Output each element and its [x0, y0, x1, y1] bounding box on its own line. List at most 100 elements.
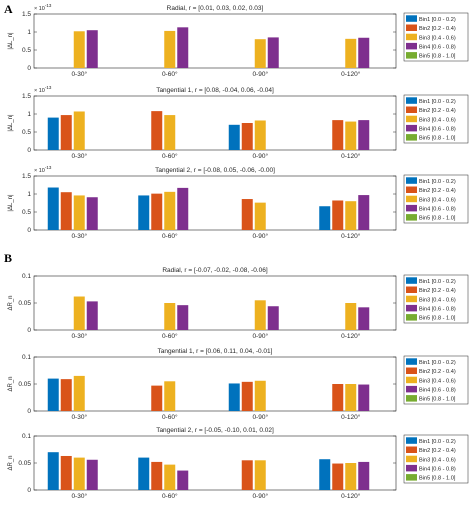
x-tick-label: 0-120°	[341, 70, 361, 78]
bar	[332, 384, 344, 411]
y-tick-label: 1.5	[22, 173, 31, 180]
bar	[254, 380, 266, 411]
x-tick-label: 0-30°	[71, 413, 87, 421]
bar	[319, 206, 331, 230]
axes-frame	[33, 13, 397, 69]
x-tick-label: 0-90°	[252, 492, 268, 500]
x-tick-label: 0-30°	[71, 332, 87, 340]
bar	[254, 120, 266, 150]
y-tick-label: 0.05	[18, 300, 31, 307]
legend-entry: Bin3 [0.4 - 0.6)	[419, 197, 456, 203]
legend-entry: Bin2 [0.2 - 0.4)	[419, 288, 456, 294]
y-tick-label: 0.05	[18, 381, 31, 388]
legend-entry: Bin5 [0.8 - 1.0]	[419, 136, 456, 142]
legend-swatch	[406, 464, 417, 472]
bar	[47, 117, 59, 150]
y-tick-label: 0	[27, 327, 31, 334]
bar	[345, 201, 357, 230]
bar	[254, 300, 266, 330]
y-tick-label: 0.05	[18, 460, 31, 467]
legend-swatch	[406, 395, 417, 402]
chart-title: Tangential 2, r = [-0.08, 0.05, -0.06, -…	[155, 167, 275, 174]
legend-entry: Bin1 [0.0 - 0.2)	[419, 279, 456, 285]
legend-swatch	[406, 277, 417, 284]
legend-entry: Bin5 [0.8 - 1.0]	[419, 316, 456, 322]
legend-entry: Bin1 [0.0 - 0.2)	[419, 360, 456, 366]
chart-3	[33, 274, 469, 331]
y-tick-label: 0	[27, 147, 31, 154]
bar	[332, 120, 344, 150]
legend-swatch	[406, 52, 417, 59]
chart-2	[33, 174, 469, 231]
legend-entry: Bin5 [0.8 - 1.0]	[419, 54, 456, 60]
y-tick-label: 0	[27, 487, 31, 494]
bar	[358, 307, 370, 330]
bar	[241, 460, 253, 490]
bar	[151, 111, 163, 150]
bar	[151, 193, 163, 230]
bar	[47, 378, 59, 411]
legend-swatch	[406, 295, 417, 303]
bar	[138, 457, 150, 490]
y-tick-label: 0.5	[22, 47, 31, 54]
bar	[358, 195, 370, 230]
chart-title: Radial, r = [-0.07, -0.02, -0.08, -0.06]	[162, 267, 268, 274]
legend-swatch	[406, 446, 417, 453]
axis-exponent: × 10-13	[34, 165, 52, 174]
y-tick-label: 0	[27, 227, 31, 234]
bar	[254, 202, 266, 230]
legend-swatch	[406, 367, 417, 374]
y-tick-label: 1	[27, 111, 31, 118]
x-tick-label: 0-120°	[341, 492, 361, 500]
axis-exponent: × 10-13	[34, 3, 52, 12]
bar	[177, 27, 189, 68]
y-axis-label: ΔR_n	[8, 376, 14, 391]
legend-swatch	[406, 385, 417, 393]
legend-swatch	[406, 474, 417, 481]
legend-swatch	[406, 42, 417, 50]
legend-entry: Bin3 [0.4 - 0.6)	[419, 35, 456, 41]
bar	[151, 385, 163, 411]
chart-5	[33, 434, 469, 491]
x-tick-label: 0-60°	[162, 413, 178, 421]
bar	[228, 124, 240, 150]
y-tick-label: 0.1	[22, 354, 31, 361]
bar	[73, 375, 85, 411]
bar	[254, 460, 266, 490]
bar	[60, 115, 72, 150]
y-tick-label: 0.5	[22, 209, 31, 216]
bar	[73, 111, 85, 150]
bar	[164, 303, 176, 330]
legend-entry: Bin4 [0.6 - 0.8)	[419, 127, 456, 133]
y-tick-label: 0.5	[22, 129, 31, 136]
legend-entry: Bin4 [0.6 - 0.8)	[419, 207, 456, 213]
y-tick-label: 0.1	[22, 273, 31, 280]
bar	[345, 303, 357, 330]
legend-entry: Bin3 [0.4 - 0.6)	[419, 457, 456, 463]
panel-label-a: A	[4, 2, 13, 16]
legend-entry: Bin2 [0.2 - 0.4)	[419, 369, 456, 375]
legend-entry: Bin2 [0.2 - 0.4)	[419, 448, 456, 454]
bar	[358, 120, 370, 150]
x-tick-label: 0-90°	[252, 413, 268, 421]
x-tick-label: 0-30°	[71, 70, 87, 78]
bar	[164, 464, 176, 490]
bar	[177, 470, 189, 490]
legend-entry: Bin3 [0.4 - 0.6)	[419, 378, 456, 384]
bar	[73, 195, 85, 230]
legend-swatch	[406, 376, 417, 384]
bar	[86, 30, 98, 68]
bar	[73, 31, 85, 69]
legend-entry: Bin5 [0.8 - 1.0]	[419, 397, 456, 403]
chart-1	[33, 94, 469, 151]
legend-swatch	[406, 358, 417, 365]
bar	[138, 195, 150, 230]
x-tick-label: 0-60°	[162, 332, 178, 340]
legend-entry: Bin2 [0.2 - 0.4)	[419, 188, 456, 194]
bar	[164, 115, 176, 150]
axis-exponent: × 10-13	[34, 85, 52, 94]
bar	[164, 381, 176, 411]
y-axis-label: ΔR_n	[8, 295, 14, 310]
bar	[241, 381, 253, 411]
legend-entry: Bin3 [0.4 - 0.6)	[419, 297, 456, 303]
